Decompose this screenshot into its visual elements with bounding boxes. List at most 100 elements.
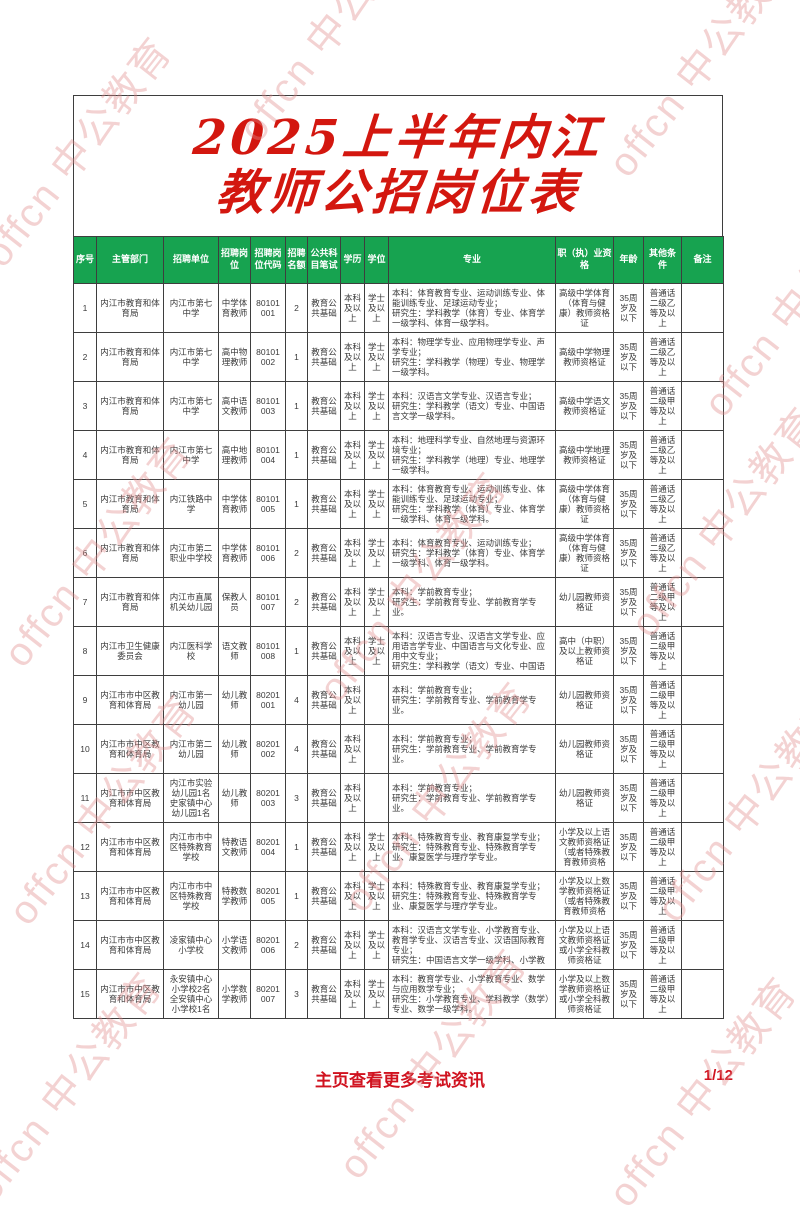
cell-dept: 内江市市中区教育和体育局 <box>96 822 164 872</box>
cell-other: 普通话二级乙等及以上 <box>643 479 682 529</box>
cell-major: 本科：特殊教育专业、教育康复学专业； 研究生：特殊教育专业、特殊教育学专业、康复… <box>388 871 556 921</box>
cell-unit: 内江市第七中学 <box>163 332 219 382</box>
cell-note <box>681 381 724 431</box>
cell-quota: 3 <box>285 969 308 1019</box>
cell-major: 本科：物理学专业、应用物理学专业、声学专业； 研究生：学科教学（物理）专业、物理… <box>388 332 556 382</box>
cell-qual: 高中（中职）及以上教师资格证 <box>555 626 614 676</box>
cell-note <box>681 283 724 333</box>
cell-note <box>681 577 724 627</box>
cell-unit: 内江市直属机关幼儿园 <box>163 577 219 627</box>
cell-major: 本科：学前教育专业； 研究生：学前教育专业、学前教育学专业。 <box>388 675 556 725</box>
cell-major: 本科：学前教育专业； 研究生：学前教育专业、学前教育学专业。 <box>388 773 556 823</box>
cell-post: 幼儿教师 <box>218 724 251 774</box>
footer-link[interactable]: 主页查看更多考试资讯 <box>315 1071 485 1090</box>
cell-seq: 11 <box>73 773 97 823</box>
cell-code: 80201 005 <box>250 871 286 921</box>
cell-degree: 学士及以上 <box>364 577 389 627</box>
cell-other: 普通话二级甲等及以上 <box>643 626 682 676</box>
table-row: 3 内江市教育和体育局 内江市第七中学 高中语文教师 80101 003 1 教育公共基础本… <box>73 381 724 431</box>
cell-unit: 内江市市中区特殊教育学校 <box>163 871 219 921</box>
column-header-seq: 序号 <box>73 236 97 284</box>
cell-post: 中学体育教师 <box>218 283 251 333</box>
cell-other: 普通话二级甲等及以上 <box>643 724 682 774</box>
cell-code: 80101 003 <box>250 381 286 431</box>
cell-exam: 教育公共基础 <box>307 773 341 823</box>
cell-major: 本科：教育学专业、小学教育专业、数学与应用数学专业； 研究生：小学教育专业、学科… <box>388 969 556 1019</box>
cell-major: 本科：学前教育专业； 研究生：学前教育专业、学前教育学专业。 <box>388 577 556 627</box>
cell-degree: 学士及以上 <box>364 969 389 1019</box>
cell-exam: 教育公共基础 <box>307 969 341 1019</box>
cell-edu: 本科及以上 <box>340 283 365 333</box>
cell-degree <box>364 675 389 725</box>
cell-unit: 内江市实验幼儿园1名 史家镇中心幼儿园1名 <box>163 773 219 823</box>
cell-note <box>681 724 724 774</box>
cell-edu: 本科及以上 <box>340 969 365 1019</box>
cell-qual: 高级中学语文教师资格证 <box>555 381 614 431</box>
cell-other: 普通话二级乙等及以上 <box>643 332 682 382</box>
cell-degree: 学士及以上 <box>364 626 389 676</box>
cell-age: 35周岁及以下 <box>613 528 644 578</box>
cell-age: 35周岁及以下 <box>613 724 644 774</box>
cell-post: 特教语文教师 <box>218 822 251 872</box>
cell-other: 普通话二级甲等及以上 <box>643 577 682 627</box>
cell-qual: 幼儿园教师资格证 <box>555 773 614 823</box>
cell-note <box>681 920 724 970</box>
cell-degree: 学士及以上 <box>364 332 389 382</box>
cell-code: 80201 007 <box>250 969 286 1019</box>
cell-post: 语文教师 <box>218 626 251 676</box>
cell-code: 80201 004 <box>250 822 286 872</box>
cell-unit: 凌家镇中心小学校 <box>163 920 219 970</box>
cell-edu: 本科及以上 <box>340 822 365 872</box>
cell-dept: 内江市教育和体育局 <box>96 528 164 578</box>
cell-dept: 内江市教育和体育局 <box>96 332 164 382</box>
cell-code: 80101 005 <box>250 479 286 529</box>
cell-code: 80201 003 <box>250 773 286 823</box>
cell-other: 普通话二级甲等及以上 <box>643 822 682 872</box>
cell-age: 35周岁及以下 <box>613 381 644 431</box>
cell-major: 本科：体育教育专业、运动训练专业、体能训练专业、足球运动专业； 研究生：学科教学… <box>388 479 556 529</box>
table-row: 10 内江市市中区教育和体育局 内江市第二幼儿园 幼儿教师 80201 002 4 教育公共… <box>73 724 724 774</box>
cell-unit: 内江市第二职业中学校 <box>163 528 219 578</box>
cell-dept: 内江市市中区教育和体育局 <box>96 920 164 970</box>
title-line-1: 2025上半年内江 <box>191 109 605 166</box>
cell-quota: 4 <box>285 675 308 725</box>
cell-note <box>681 626 724 676</box>
cell-post: 中学体育教师 <box>218 528 251 578</box>
cell-age: 35周岁及以下 <box>613 430 644 480</box>
column-header-exam: 公共科目笔试 <box>307 236 341 284</box>
cell-seq: 3 <box>73 381 97 431</box>
cell-qual: 高级中学地理教师资格证 <box>555 430 614 480</box>
cell-degree: 学士及以上 <box>364 871 389 921</box>
cell-seq: 2 <box>73 332 97 382</box>
cell-edu: 本科及以上 <box>340 528 365 578</box>
cell-degree: 学士及以上 <box>364 283 389 333</box>
cell-degree: 学士及以上 <box>364 430 389 480</box>
cell-seq: 1 <box>73 283 97 333</box>
cell-other: 普通话二级甲等及以上 <box>643 871 682 921</box>
cell-other: 普通话二级甲等及以上 <box>643 381 682 431</box>
recruitment-sheet: 2025上半年内江 教师公招岗位表 序号 主管部门 招聘单位 招聘岗位 招聘岗位代码 招聘… <box>73 95 724 1019</box>
cell-edu: 本科及以上 <box>340 626 365 676</box>
cell-dept: 内江市教育和体育局 <box>96 381 164 431</box>
table-body: 1 内江市教育和体育局 内江市第七中学 中学体育教师 80101 001 2 教育公共基础本… <box>73 283 724 1019</box>
column-header-unit: 招聘单位 <box>163 236 219 284</box>
cell-post: 幼儿教师 <box>218 773 251 823</box>
cell-age: 35周岁及以下 <box>613 773 644 823</box>
cell-unit: 内江市第七中学 <box>163 430 219 480</box>
cell-note <box>681 479 724 529</box>
cell-seq: 8 <box>73 626 97 676</box>
cell-age: 35周岁及以下 <box>613 920 644 970</box>
cell-unit: 内江市第七中学 <box>163 283 219 333</box>
cell-note <box>681 773 724 823</box>
cell-quota: 2 <box>285 528 308 578</box>
cell-age: 35周岁及以下 <box>613 675 644 725</box>
column-header-edu: 学历 <box>340 236 365 284</box>
cell-quota: 1 <box>285 332 308 382</box>
cell-other: 普通话二级甲等及以上 <box>643 920 682 970</box>
cell-exam: 教育公共基础 <box>307 920 341 970</box>
cell-post: 中学体育教师 <box>218 479 251 529</box>
cell-seq: 13 <box>73 871 97 921</box>
cell-edu: 本科及以上 <box>340 724 365 774</box>
cell-code: 80101 001 <box>250 283 286 333</box>
table-row: 1 内江市教育和体育局 内江市第七中学 中学体育教师 80101 001 2 教育公共基础本… <box>73 283 724 333</box>
